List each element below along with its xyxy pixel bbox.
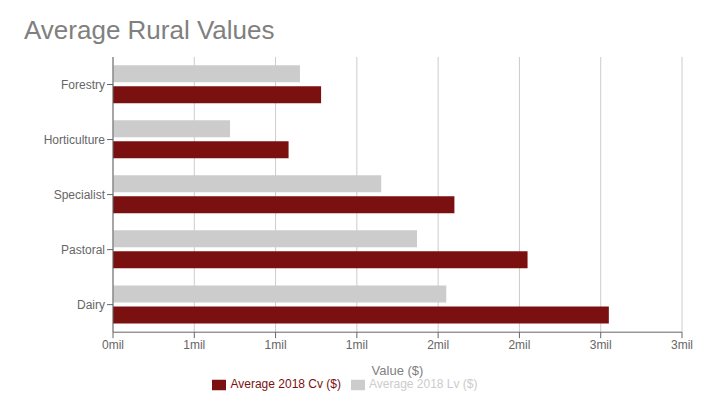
svg-text:Horticulture: Horticulture	[44, 133, 106, 147]
svg-text:0mil: 0mil	[102, 338, 124, 352]
svg-text:Pastoral: Pastoral	[61, 243, 105, 257]
html-text:Average Rural Values: Average Rural Values	[24, 15, 275, 45]
svg-text:Value ($): Value ($)	[372, 363, 424, 378]
svg-text:3mil: 3mil	[671, 338, 693, 352]
svg-text:Forestry: Forestry	[61, 78, 105, 92]
svg-text:1mil: 1mil	[346, 338, 368, 352]
html-text:Average 2018 Cv ($): Average 2018 Cv ($)	[230, 377, 341, 392]
svg-text:Specialist: Specialist	[54, 188, 106, 202]
svg-text:2mil: 2mil	[427, 338, 449, 352]
svg-text:Dairy: Dairy	[77, 298, 105, 312]
svg-text:3mil: 3mil	[590, 338, 612, 352]
svg-text:2mil: 2mil	[508, 338, 530, 352]
html-text:Average 2018 Lv ($): Average 2018 Lv ($)	[369, 377, 478, 392]
svg-text:1mil: 1mil	[183, 338, 205, 352]
svg-text:1mil: 1mil	[265, 338, 287, 352]
